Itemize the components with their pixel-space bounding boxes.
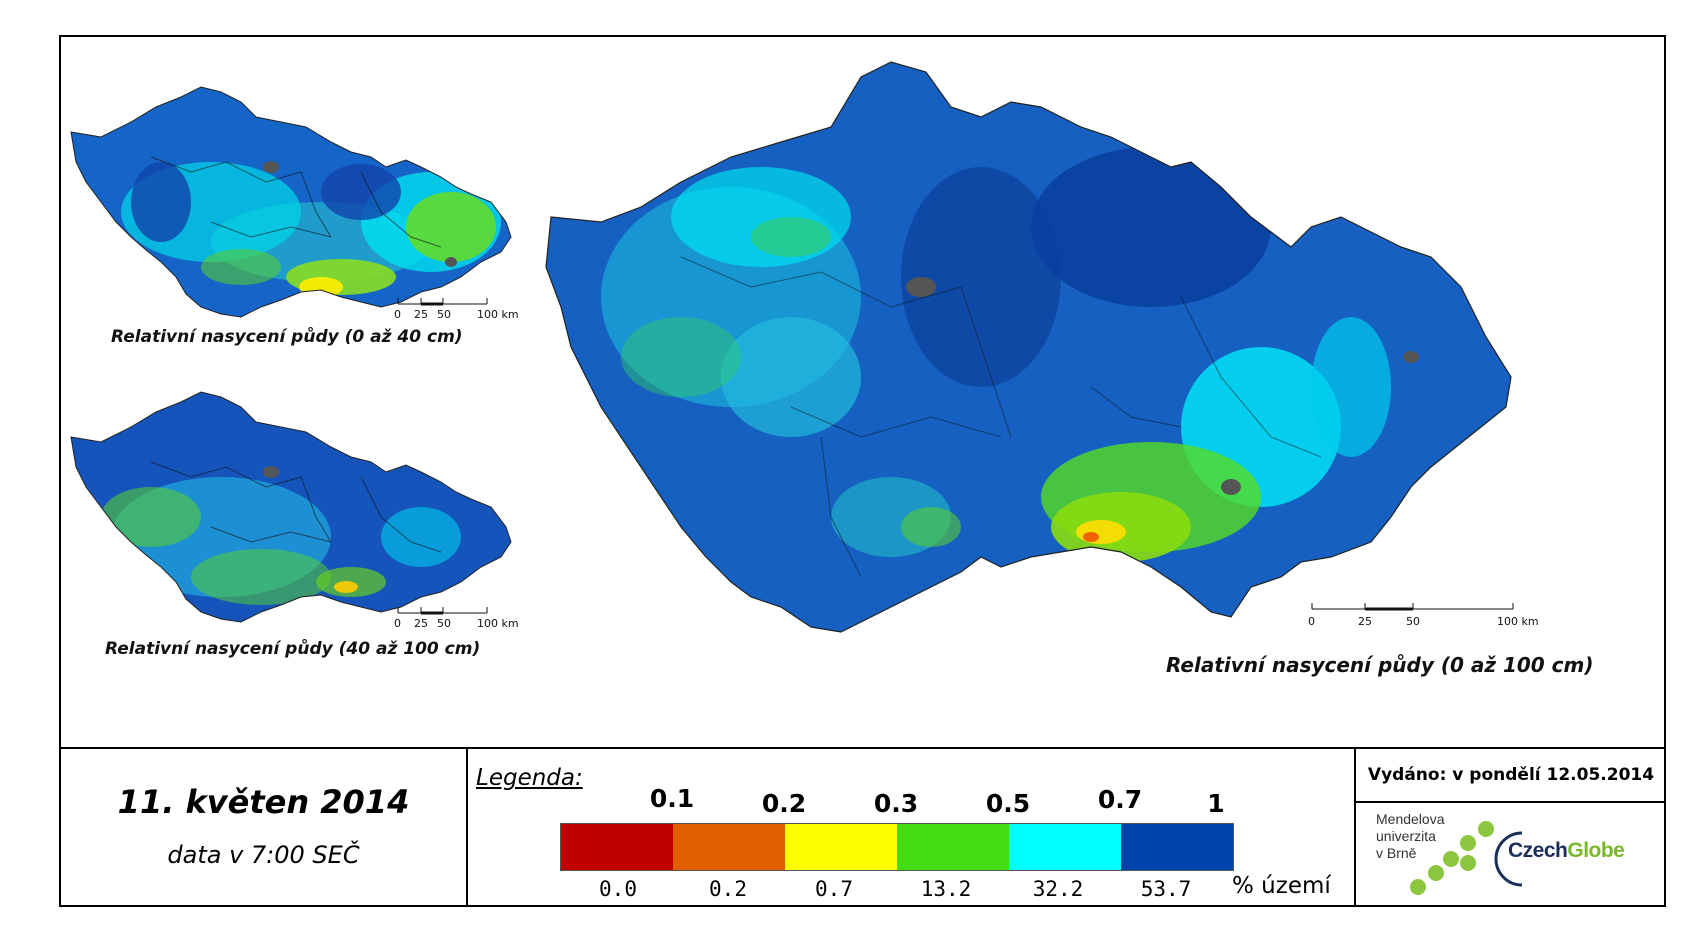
scale-0: 0 (1308, 615, 1315, 628)
issued-panel: Vydáno: v pondělí 12.05.2014 Mendelova u… (1354, 749, 1666, 907)
mendel-line-3: v Brně (1376, 845, 1417, 861)
date-panel: 11. květen 2014 data v 7:00 SEČ (61, 749, 468, 907)
scale-25: 25 (1358, 615, 1372, 628)
map-area: 0 25 50 100 km Relativní nasycení půdy (… (61, 37, 1664, 747)
map-40-100cm (70, 391, 512, 623)
legend-threshold-5: 0.7 (1097, 785, 1143, 814)
mendel-university-logo: Mendelova univerzita v Brně (1376, 811, 1445, 862)
scalebar-large: 0 25 50 100 km (1308, 599, 1551, 629)
legend-threshold-4: 0.5 (985, 789, 1031, 818)
czechglobe-arc-icon (1494, 831, 1523, 887)
legend-swatch-1 (561, 824, 673, 870)
czechglobe-word-2: Globe (1567, 839, 1625, 862)
legend-pct-5: 32.2 (1032, 877, 1084, 901)
legend-threshold-2: 0.2 (761, 789, 807, 818)
legend-swatch-4 (897, 824, 1009, 870)
legend-colorbar (560, 823, 1234, 871)
date-subtitle: data v 7:00 SEČ (167, 841, 360, 869)
info-strip: 11. květen 2014 data v 7:00 SEČ Legenda:… (61, 747, 1666, 907)
scalebar-top: 0 25 50 100 km (394, 294, 537, 324)
legend-threshold-6: 1 (1207, 789, 1225, 818)
scale-100: 100 km (477, 617, 519, 630)
czechglobe-logo: CzechGlobe (1508, 839, 1625, 863)
legend: Legenda: 0.1 0.2 0.3 0.5 0.7 1 0.0 0.2 0… (466, 749, 1354, 907)
scale-25: 25 (414, 308, 428, 321)
legend-swatch-3 (785, 824, 897, 870)
map-0-100cm (545, 61, 1512, 633)
issued-date: Vydáno: v pondělí 12.05.2014 (1356, 749, 1666, 803)
caption-0-100cm: Relativní nasycení půdy (0 až 100 cm) (1166, 653, 1594, 677)
caption-0-40cm: Relativní nasycení půdy (0 až 40 cm) (111, 327, 463, 347)
scale-0: 0 (394, 308, 401, 321)
legend-swatch-5 (1009, 824, 1121, 870)
legend-title: Legenda: (476, 765, 583, 791)
map-0-40cm (70, 86, 512, 318)
mendel-line-1: Mendelova (1376, 811, 1445, 827)
legend-unit: % území (1232, 873, 1331, 899)
mendel-line-2: univerzita (1376, 828, 1436, 844)
scale-100: 100 km (1497, 615, 1539, 628)
scale-50: 50 (1406, 615, 1420, 628)
figure-frame: 0 25 50 100 km Relativní nasycení půdy (… (59, 35, 1666, 907)
legend-pct-6: 53.7 (1140, 877, 1192, 901)
legend-threshold-1: 0.1 (649, 784, 695, 813)
mendel-dots-icon (1410, 821, 1494, 895)
czechglobe-word-1: Czech (1508, 839, 1568, 862)
scale-0: 0 (394, 617, 401, 630)
scale-50: 50 (437, 308, 451, 321)
legend-swatch-6 (1121, 824, 1233, 870)
legend-swatch-2 (673, 824, 785, 870)
legend-pct-3: 0.7 (815, 877, 853, 901)
legend-pct-2: 0.2 (709, 877, 747, 901)
legend-pct-4: 13.2 (920, 877, 972, 901)
date-title: 11. květen 2014 (117, 783, 410, 821)
scale-50: 50 (437, 617, 451, 630)
scalebar-bottom: 0 25 50 100 km (394, 603, 537, 633)
scale-100: 100 km (477, 308, 519, 321)
scale-25: 25 (414, 617, 428, 630)
legend-threshold-3: 0.3 (873, 789, 919, 818)
legend-pct-1: 0.0 (599, 877, 637, 901)
caption-40-100cm: Relativní nasycení půdy (40 až 100 cm) (105, 639, 481, 659)
